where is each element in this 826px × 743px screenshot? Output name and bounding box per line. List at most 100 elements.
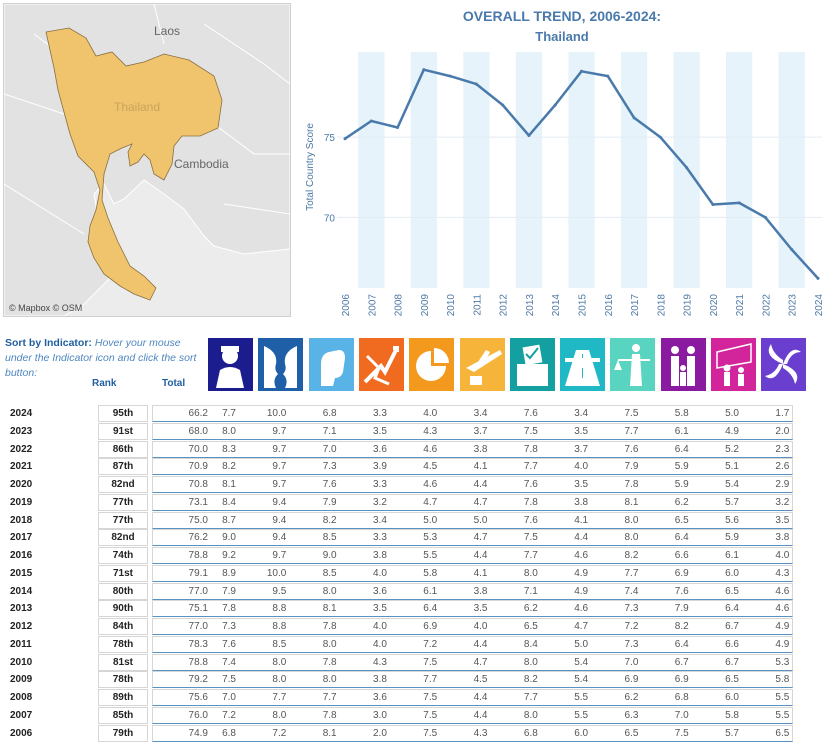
row-rank: 91st	[112, 425, 133, 437]
indicator-value: 9.7	[272, 425, 287, 437]
table-row[interactable]: 2008 89th 75.6 7.0 7.7 7.7 3.6 7.5 4.4 7.7 5.5 6.2 6…	[0, 689, 826, 707]
data-point-2022[interactable]	[763, 215, 767, 219]
data-point-2006[interactable]	[343, 137, 347, 141]
indicator-value: 3.9	[372, 461, 387, 473]
refugees-icon[interactable]	[711, 338, 756, 391]
data-point-2021[interactable]	[737, 201, 741, 205]
data-point-2017[interactable]	[632, 116, 636, 120]
data-point-2019[interactable]	[685, 166, 689, 170]
indicator-value: 4.0	[372, 638, 387, 650]
indicator-value: 8.0	[272, 709, 287, 721]
indicator-value: 5.6	[725, 514, 739, 526]
indicator-value: 7.5	[674, 727, 689, 739]
data-point-2013[interactable]	[527, 133, 531, 137]
data-cell-border	[152, 547, 793, 564]
indicator-value: 8.0	[322, 674, 337, 686]
data-point-2014[interactable]	[553, 103, 557, 107]
indicator-value: 6.7	[725, 656, 739, 668]
indicator-value: 7.2	[624, 621, 639, 632]
table-row[interactable]: 2016 74th 78.8 9.2 9.7 9.0 3.8 5.5 4.4 7.7 4.6 8.2 6…	[0, 547, 826, 565]
indicator-value: 5.0	[473, 514, 488, 526]
country-map[interactable]: Laos Thailand Cambodia © Mapbox © OSM	[3, 3, 291, 317]
indicator-value: 1.7	[775, 408, 790, 419]
indicator-value: 5.9	[674, 461, 689, 473]
indicator-value: 4.3	[473, 727, 488, 739]
row-rank: 77th	[112, 496, 134, 508]
indicator-value: 6.4	[674, 532, 689, 544]
table-row[interactable]: 2007 85th 76.0 7.2 8.0 7.8 3.0 7.5 4.4 8.0 5.5 6.3 7…	[0, 706, 826, 725]
indicator-value: 8.2	[624, 550, 639, 561]
indicator-value: 3.7	[574, 443, 589, 455]
indicator-value: 5.7	[725, 727, 739, 739]
plane-icon[interactable]	[459, 338, 505, 391]
table-row[interactable]: 2014 80th 77.0 7.9 9.5 8.0 3.6 6.1 3.8 7.1 4.9 7.4 7…	[0, 582, 826, 601]
indicator-value: 4.9	[725, 425, 739, 437]
data-point-2018[interactable]	[658, 135, 662, 139]
rank-cell-border	[98, 653, 148, 671]
table-row[interactable]: 2012 84th 77.0 7.3 8.8 7.8 4.0 6.9 4.0 6.5 4.7 7.2 8…	[0, 618, 826, 636]
indicator-value: 7.8	[322, 621, 337, 632]
pie-icon[interactable]	[409, 338, 455, 391]
data-point-2020[interactable]	[711, 203, 715, 207]
family-icon[interactable]	[660, 338, 706, 391]
indicator-value: 5.1	[725, 461, 739, 473]
table-row[interactable]: 2019 77th 73.1 8.4 9.4 7.9 3.2 4.7 4.7 7.8 3.8 8.1 6…	[0, 493, 826, 512]
plane-icon-graphic	[459, 338, 505, 391]
data-point-2024[interactable]	[816, 276, 820, 280]
indicator-value: 3.6	[372, 692, 387, 703]
fist-icon[interactable]	[308, 338, 354, 391]
row-year: 2011	[10, 638, 32, 650]
data-point-2016[interactable]	[606, 74, 610, 78]
x-tick-2024: 2024	[814, 294, 825, 317]
data-point-2015[interactable]	[580, 69, 583, 73]
indicator-value: 8.5	[322, 567, 337, 579]
row-total: 78.3	[188, 638, 208, 650]
indicator-value: 5.4	[574, 674, 589, 686]
arrows-icon[interactable]	[358, 338, 404, 391]
data-point-2008[interactable]	[396, 125, 400, 129]
data-point-2009[interactable]	[422, 68, 426, 72]
table-row[interactable]: 2009 78th 79.2 7.5 8.0 8.0 3.8 7.7 4.5 8.2 5.4 6.9 6…	[0, 671, 826, 689]
table-row[interactable]: 2024 95th 66.2 7.7 10.0 6.8 3.3 4.0 3.4 7.6 3.4 7.5…	[0, 405, 826, 423]
indicator-value: 9.4	[272, 532, 287, 544]
data-point-2007[interactable]	[369, 119, 373, 123]
faces-icon[interactable]	[258, 338, 304, 391]
row-year: 2009	[10, 674, 33, 686]
table-row[interactable]: 2010 81st 78.8 7.4 8.0 7.8 4.3 7.5 4.7 8.0 5.4 7.0 6…	[0, 653, 826, 672]
table-row[interactable]: 2021 87th 70.9 8.2 9.7 7.3 3.9 4.5 4.1 7.7 4.0 7.9 5…	[0, 458, 826, 476]
table-row[interactable]: 2013 90th 75.1 7.8 8.8 8.1 3.5 6.4 3.5 6.2 4.6 7.3 7…	[0, 600, 826, 618]
indicator-value: 5.5	[423, 550, 438, 561]
indicator-value: 4.0	[775, 550, 790, 561]
indicator-value: 9.7	[272, 443, 287, 455]
swirl-icon[interactable]	[761, 338, 807, 391]
indicator-value: 5.5	[775, 692, 790, 703]
indicator-value: 2.6	[775, 461, 790, 473]
data-point-2010[interactable]	[448, 74, 452, 78]
data-point-2011[interactable]	[474, 82, 478, 86]
data-point-2012[interactable]	[501, 103, 505, 107]
data-point-2023[interactable]	[790, 247, 794, 251]
row-total: 79.2	[188, 674, 208, 686]
indicator-value: 5.7	[725, 496, 739, 508]
indicator-value: 7.6	[523, 514, 538, 526]
security-icon[interactable]	[208, 338, 253, 391]
indicator-value: 8.7	[222, 514, 236, 526]
indicator-value: 4.6	[775, 603, 790, 615]
justice-icon[interactable]	[610, 338, 656, 391]
indicator-value: 6.4	[423, 603, 438, 615]
table-row[interactable]: 2011 78th 78.3 7.6 8.5 8.0 4.0 7.2 4.4 8.4 5.0 7.3 6…	[0, 635, 826, 654]
table-row[interactable]: 2022 86th 70.0 8.3 9.7 7.0 3.6 4.6 3.8 7.8 3.7 7.6 6…	[0, 440, 826, 459]
row-year: 2012	[10, 621, 33, 632]
table-row[interactable]: 2017 82nd 76.2 9.0 9.4 8.5 3.3 5.3 4.7 7.5 4.4 8.0 6…	[0, 529, 826, 547]
ballot-icon[interactable]	[509, 338, 555, 391]
table-row[interactable]: 2020 82nd 70.8 8.1 9.7 7.6 3.3 4.6 4.4 7.6 3.5 7.8 5…	[0, 476, 826, 494]
row-rank: 82nd	[111, 479, 135, 490]
table-row[interactable]: 2023 91st 68.0 8.0 9.7 7.1 3.5 4.3 3.7 7.5 3.5 7.7 6…	[0, 422, 826, 441]
indicator-value: 3.8	[574, 496, 589, 508]
road-icon[interactable]	[560, 338, 606, 391]
table-row[interactable]: 2015 71st 79.1 8.9 10.0 8.5 4.0 5.8 4.1 8.0 4.9 7.7…	[0, 564, 826, 583]
trend-chart[interactable]: OVERALL TREND, 2006-2024: Thailand Total…	[300, 0, 826, 330]
indicator-value: 3.4	[574, 408, 589, 419]
indicator-value: 2.9	[775, 479, 790, 490]
table-row[interactable]: 2018 77th 75.0 8.7 9.4 8.2 3.4 5.0 5.0 7.6 4.1 8.0 6…	[0, 511, 826, 530]
